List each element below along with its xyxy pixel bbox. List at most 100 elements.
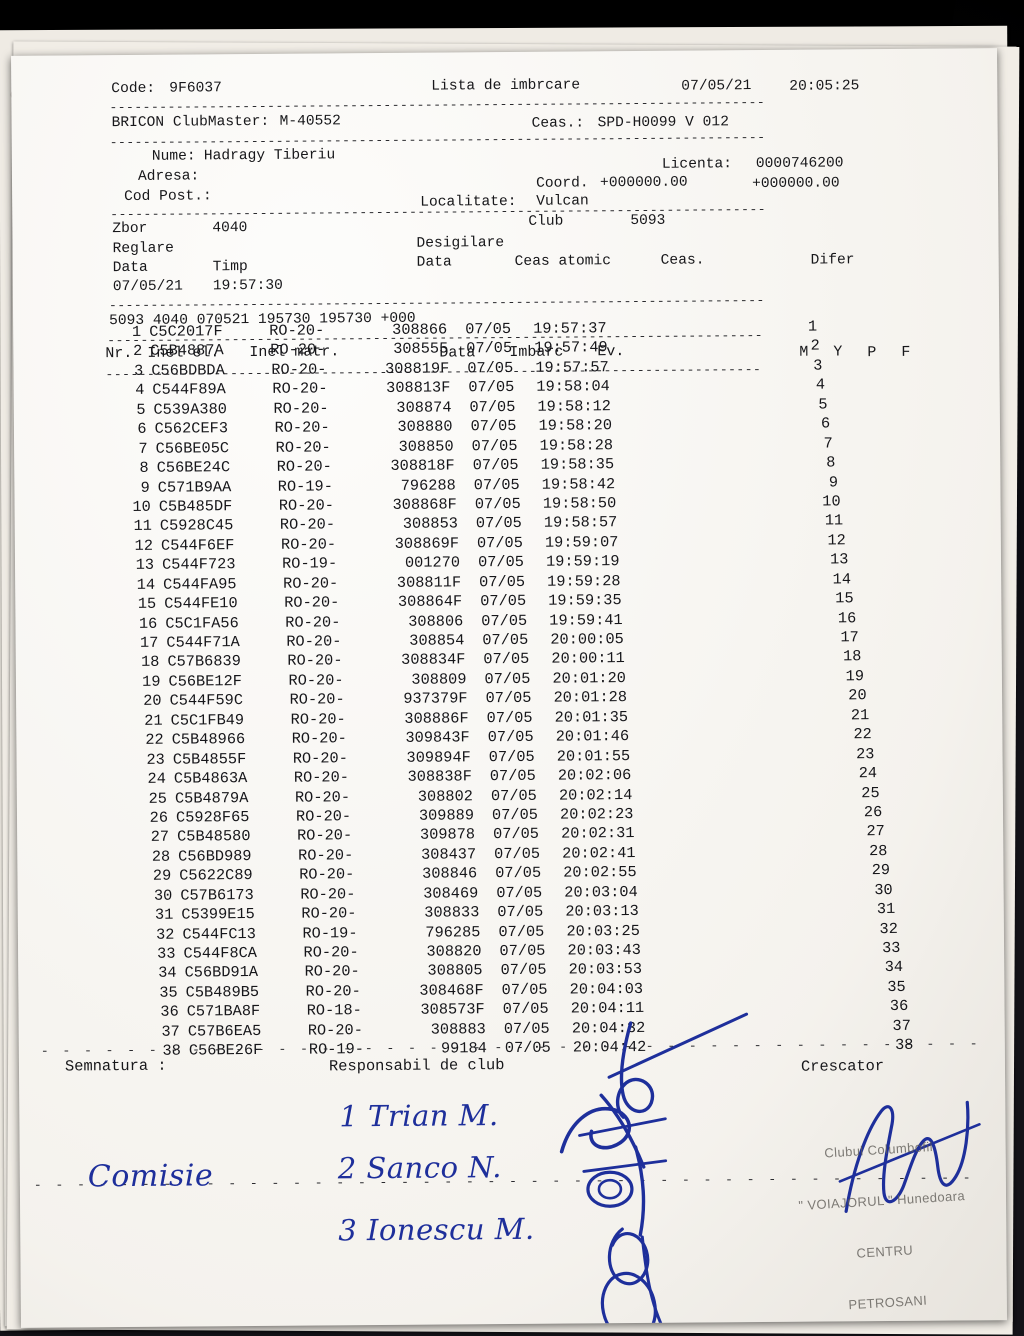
cell-nr: 27 — [150, 828, 170, 847]
cell-ev: 9 — [828, 472, 839, 491]
cell-nr: 3 — [134, 361, 144, 380]
cell-inel-el: C5B4855F — [172, 749, 247, 769]
cell-nr: 23 — [146, 750, 165, 769]
cell-inel-el: C5C1FB49 — [170, 710, 245, 730]
cell-nr: 19 — [142, 672, 161, 691]
cell-date: 07/05 — [465, 319, 512, 339]
cell-time: 20:01:35 — [554, 707, 629, 727]
cell-ev: 30 — [874, 880, 893, 899]
cell-ring-num: 308874 — [396, 398, 452, 417]
cell-nr: 14 — [136, 575, 156, 594]
cell-inel-el: C544F6EF — [160, 535, 235, 555]
stamp-line-3: CENTRU — [856, 1242, 914, 1261]
cell-ev: 34 — [884, 958, 904, 977]
cell-inel-matr: RO-20- — [278, 496, 334, 515]
cell-ring-num: 308880 — [397, 417, 453, 437]
cell-date: 07/05 — [466, 339, 513, 358]
cell-date: 07/05 — [502, 1000, 549, 1019]
cell-ev: 3 — [813, 356, 823, 375]
cell-ev: 10 — [822, 492, 841, 511]
cell-time: 20:04:11 — [570, 999, 645, 1018]
cell-inel-el: C571BA8F — [186, 1002, 261, 1021]
cell-inel-el: C571B9AA — [157, 477, 232, 497]
reglare-label: Reglare — [112, 240, 174, 258]
clubmaster-label: BRICON ClubMaster: — [111, 113, 270, 132]
cell-inel-el: C544F89A — [152, 380, 226, 400]
cell-inel-matr: RO-20- — [296, 826, 353, 846]
cell-nr: 15 — [137, 594, 157, 614]
cell-date: 07/05 — [488, 747, 535, 766]
cell-inel-el: C56BDBDA — [151, 361, 225, 380]
cell-time: 19:58:50 — [542, 494, 617, 513]
cell-ev: 24 — [858, 764, 878, 783]
cell-ring-num: 308468F — [419, 981, 484, 1000]
cell-date: 07/05 — [479, 572, 526, 591]
cell-time: 19:58:12 — [537, 396, 611, 416]
cell-ring-num: 308850 — [398, 437, 454, 456]
cell-inel-matr: RO-20- — [294, 787, 351, 807]
cell-nr: 12 — [134, 536, 154, 555]
cell-inel-el: C57B6839 — [167, 652, 241, 672]
cell-time: 20:02:31 — [560, 824, 635, 843]
cell-inel-el: C544F8CA — [183, 943, 258, 963]
cell-nr: 8 — [139, 458, 149, 477]
cell-inel-matr: RO-20- — [290, 710, 346, 729]
cell-inel-matr: RO-18- — [306, 1001, 362, 1020]
cell-date: 07/05 — [489, 766, 536, 786]
cell-date: 07/05 — [485, 689, 532, 708]
coord-lon: +000000.00 — [751, 175, 840, 193]
cell-nr: 37 — [161, 1022, 180, 1041]
cell-date: 07/05 — [476, 533, 523, 553]
cell-time: 19:59:41 — [549, 610, 623, 630]
cell-ring-num: 308853 — [402, 514, 458, 534]
cell-date: 07/05 — [469, 397, 516, 417]
cell-inel-matr: RO-20- — [299, 865, 355, 884]
cell-nr: 26 — [149, 808, 169, 827]
stamp-line-1: Clubul Columbofil — [823, 1138, 934, 1161]
cell-ring-num: 308813F — [386, 378, 451, 398]
cell-inel-el: C56BD91A — [184, 963, 259, 982]
cell-inel-el: C544FC13 — [182, 924, 256, 944]
cell-nr: 2 — [132, 342, 143, 361]
cell-ev: 16 — [837, 608, 857, 627]
cell-ev: 14 — [832, 569, 852, 589]
cell-date: 07/05 — [471, 436, 518, 455]
cell-ring-num: 308809 — [411, 670, 467, 689]
cell-ring-num: 937379F — [403, 689, 468, 709]
cell-inel-el: C5B4863A — [173, 769, 248, 788]
cell-date: 07/05 — [467, 358, 514, 378]
document-page: Code: 9F6037 Lista de imbrcare 07/05/21 … — [11, 48, 1007, 1328]
cell-date: 07/05 — [486, 708, 533, 727]
cell-nr: 4 — [135, 381, 145, 400]
cell-ev: 1 — [807, 317, 818, 336]
cell-inel-matr: RO-19- — [302, 923, 358, 943]
cell-inel-matr: RO-20- — [272, 379, 328, 399]
cell-ev: 29 — [871, 861, 891, 880]
cell-time: 19:58:57 — [543, 513, 618, 533]
handwriting-member-3: 3 Ionescu M. — [338, 1211, 535, 1248]
cell-inel-matr: RO-20- — [303, 943, 359, 962]
cell-inel-el: C539A380 — [153, 399, 227, 419]
cell-date: 07/05 — [475, 514, 522, 533]
cell-nr: 1 — [131, 322, 142, 341]
cell-inel-matr: RO-20- — [279, 515, 336, 535]
cell-inel-el: C5622C89 — [179, 866, 253, 885]
cell-date: 07/05 — [491, 805, 538, 825]
cell-ring-num: 308866 — [392, 320, 448, 339]
cell-ev: 21 — [850, 705, 870, 725]
cell-inel-el: C5C2017F — [149, 322, 223, 341]
cell-ev: 15 — [835, 589, 854, 608]
code-value: 9F6037 — [169, 80, 222, 97]
cell-time: 19:59:19 — [545, 552, 620, 571]
cell-date: 07/05 — [482, 630, 529, 650]
cell-inel-el: C562CEF3 — [154, 419, 229, 438]
clubmaster-value: M-40552 — [279, 113, 341, 130]
cell-nr: 36 — [160, 1002, 179, 1022]
cell-date: 07/05 — [484, 669, 531, 689]
cell-ring-num: 308864F — [397, 592, 463, 611]
club-value: 5093 — [630, 212, 666, 230]
cell-inel-matr: RO-20- — [293, 768, 350, 787]
cell-inel-el: C5B4879A — [174, 788, 249, 808]
cell-ring-num: 308869F — [394, 534, 460, 553]
coord-lat: +000000.00 — [599, 174, 688, 192]
